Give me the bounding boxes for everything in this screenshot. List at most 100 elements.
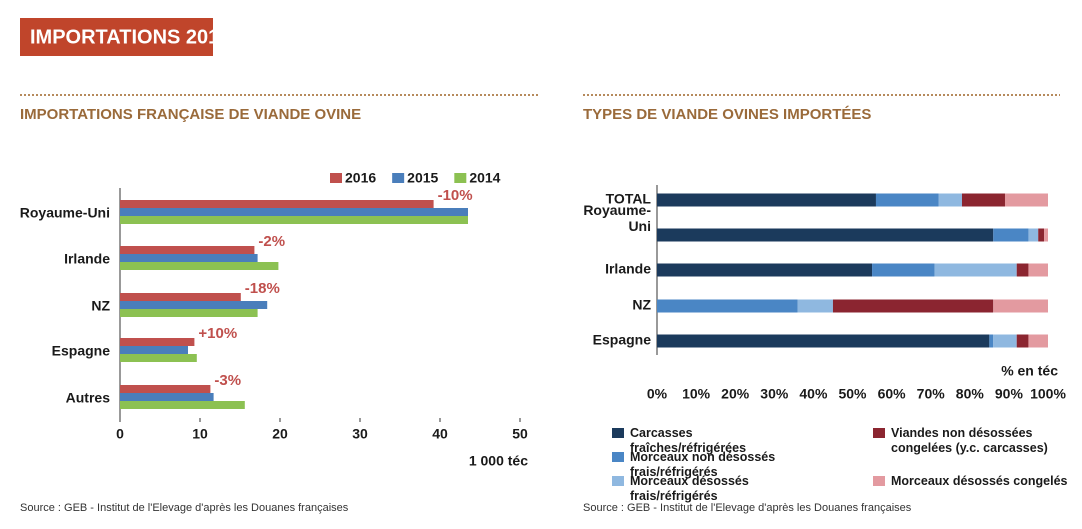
bar-segment — [989, 334, 994, 348]
y-tick-label: Autres — [66, 390, 111, 406]
bar — [120, 401, 245, 409]
bar — [120, 254, 258, 262]
bar — [120, 309, 258, 317]
bar-segment — [1028, 334, 1048, 348]
bar-segment — [872, 263, 935, 277]
x-axis-label: % en téc — [1001, 363, 1058, 379]
legend-label: Viandes non désossées congelées (y.c. ca… — [891, 426, 1048, 455]
y-tick-label: NZ — [91, 298, 110, 314]
bar-segment — [797, 299, 833, 313]
x-tick-label: 30 — [352, 426, 368, 442]
legend-swatch — [873, 476, 885, 486]
bar-segment — [1028, 263, 1048, 277]
y-tick-label: Royaume-Uni — [20, 205, 110, 221]
chart-title: TYPES DE VIANDE OVINES IMPORTÉES — [583, 106, 871, 123]
x-axis-label: 1 000 téc — [469, 453, 528, 469]
y-tick-label: Royaume-Uni — [583, 202, 651, 234]
bar-segment — [657, 263, 873, 277]
x-tick-label: 50 — [512, 426, 528, 442]
bar-segment — [657, 299, 798, 313]
bar-segment — [657, 228, 994, 242]
x-tick-label: 80% — [956, 386, 985, 402]
bar — [120, 246, 255, 254]
legend-item: Carcasses fraîches/réfrigérées — [612, 426, 812, 456]
bar-segment — [938, 193, 962, 207]
y-tick-label: TOTAL — [606, 191, 652, 207]
bar — [120, 338, 195, 346]
x-tick-label: 60% — [878, 386, 907, 402]
y-tick-label: Irlande — [64, 251, 110, 267]
y-tick-label: NZ — [632, 297, 651, 313]
bar-segment — [875, 193, 939, 207]
bar-segment — [1028, 228, 1039, 242]
bar — [120, 354, 197, 362]
source: Source : GEB - Institut de l'Elevage d'a… — [20, 502, 349, 514]
x-tick-label: 70% — [917, 386, 946, 402]
legend-label: Carcasses fraîches/réfrigérées — [630, 426, 747, 455]
legend-swatch — [392, 173, 405, 183]
bar — [120, 293, 241, 301]
legend-label: Morceaux désossés congelés — [891, 474, 1068, 488]
bar-segment — [993, 228, 1029, 242]
annotation: -10% — [438, 187, 473, 204]
bar-segment — [961, 193, 1005, 207]
annotation: -3% — [214, 372, 241, 389]
bar-segment — [1038, 228, 1045, 242]
bar — [120, 216, 468, 224]
bar-segment — [657, 193, 876, 207]
legend-label: 2014 — [469, 170, 500, 186]
bar-segment — [1016, 334, 1029, 348]
bar-segment — [934, 263, 1017, 277]
bar-segment — [1016, 263, 1029, 277]
y-tick-label: Irlande — [605, 261, 651, 277]
bar — [120, 200, 434, 208]
annotation: +10% — [198, 325, 237, 342]
bar — [120, 301, 268, 309]
legend-label: Morceaux désossés frais/réfrigérés — [630, 474, 749, 503]
x-tick-label: 100% — [1030, 386, 1066, 402]
bar — [120, 262, 279, 270]
bar-segment — [657, 334, 990, 348]
annotation: -18% — [245, 280, 280, 297]
legend-label: Morceaux non désossés frais/réfrigérés — [630, 450, 776, 479]
y-tick-label: Espagne — [593, 332, 652, 348]
x-tick-label: 90% — [995, 386, 1024, 402]
legend-item: Morceaux désossés congelés — [873, 474, 1073, 489]
y-tick-label: Espagne — [52, 343, 111, 359]
header-title: IMPORTATIONS 2016 — [30, 26, 230, 48]
legend-label: 2015 — [407, 170, 438, 186]
legend-item: Morceaux non désossés frais/réfrigérés — [612, 450, 812, 480]
legend-swatch — [330, 173, 342, 183]
legend-label: 2016 — [345, 170, 376, 186]
x-tick-label: 0% — [647, 386, 668, 402]
bar-segment — [1044, 228, 1048, 242]
legend-swatch — [454, 173, 467, 183]
bar-segment — [832, 299, 994, 313]
bar — [120, 385, 211, 393]
x-tick-label: 10% — [682, 386, 711, 402]
x-tick-label: 50% — [838, 386, 867, 402]
legend-swatch — [612, 476, 624, 486]
x-tick-label: 40% — [799, 386, 828, 402]
x-tick-label: 20 — [272, 426, 288, 442]
legend-item: Morceaux désossés frais/réfrigérés — [612, 474, 812, 504]
chart-title: IMPORTATIONS FRANÇAISE DE VIANDE OVINE — [20, 106, 361, 123]
x-tick-label: 20% — [721, 386, 750, 402]
annotation: -2% — [258, 233, 285, 250]
legend-swatch — [612, 428, 624, 438]
header-box — [20, 18, 213, 56]
bar-segment — [993, 299, 1048, 313]
source: Source : GEB - Institut de l'Elevage d'a… — [583, 502, 912, 514]
x-tick-label: 40 — [432, 426, 448, 442]
bar-segment — [1004, 193, 1048, 207]
legend-item: Viandes non désossées congelées (y.c. ca… — [873, 426, 1073, 456]
bar — [120, 208, 468, 216]
x-tick-label: 0 — [116, 426, 124, 442]
x-tick-label: 10 — [192, 426, 208, 442]
bar — [120, 346, 188, 354]
bar-segment — [993, 334, 1017, 348]
legend-swatch — [873, 428, 885, 438]
legend-swatch — [612, 452, 624, 462]
